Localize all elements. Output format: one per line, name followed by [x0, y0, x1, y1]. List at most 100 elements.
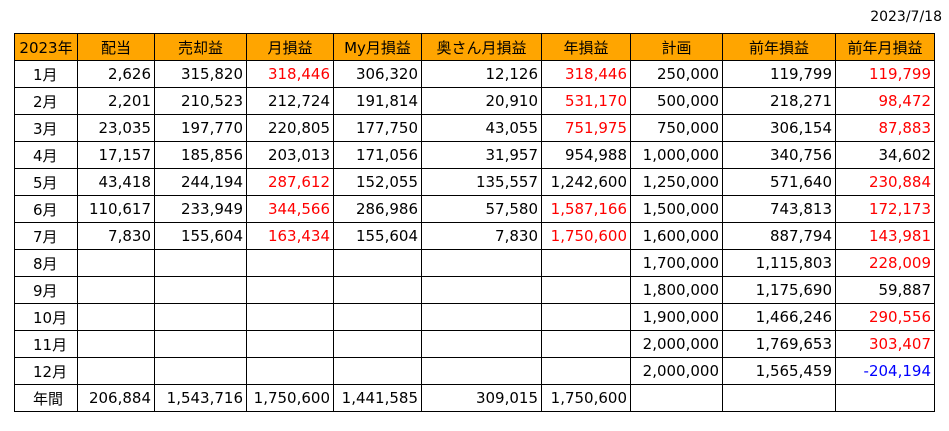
table-cell [77, 249, 155, 277]
table-cell: 218,271 [722, 87, 836, 115]
table-cell [154, 276, 247, 304]
table-cell: 228,009 [835, 249, 935, 277]
header-row: 2023年 配当 売却益 月損益 My月損益 奥さん月損益 年損益 計画 前年損益 前年月損益 [14, 33, 935, 61]
table-cell [541, 249, 631, 277]
total-row: 年間 206,884 1,543,716 1,750,600 1,441,585 309,… [14, 384, 935, 412]
table-cell: 887,794 [722, 222, 836, 250]
table-cell: 197,770 [154, 114, 247, 142]
table-cell: 318,446 [541, 60, 631, 88]
table-cell: 57,580 [421, 195, 542, 223]
column-header: 年損益 [541, 33, 631, 61]
table-cell: 7,830 [421, 222, 542, 250]
table-cell: 1,769,653 [722, 330, 836, 358]
column-header: 前年損益 [722, 33, 836, 61]
table-cell: 286,986 [333, 195, 422, 223]
month-label: 2月 [14, 87, 78, 115]
table-cell: 172,173 [835, 195, 935, 223]
table-cell: 163,434 [246, 222, 334, 250]
table-cell [333, 249, 422, 277]
table-cell [333, 303, 422, 331]
table-cell [77, 303, 155, 331]
table-cell: 171,056 [333, 141, 422, 169]
table-cell [541, 303, 631, 331]
table-cell: 1,800,000 [630, 276, 723, 304]
table-cell: 2,201 [77, 87, 155, 115]
table-cell: 500,000 [630, 87, 723, 115]
table-cell: 1,587,166 [541, 195, 631, 223]
table-cell: 1,115,803 [722, 249, 836, 277]
table-cell: 210,523 [154, 87, 247, 115]
total-cell: 1,750,600 [246, 384, 334, 412]
total-cell [722, 384, 836, 412]
table-cell: 191,814 [333, 87, 422, 115]
month-label: 11月 [14, 330, 78, 358]
table-cell: 1,750,600 [541, 222, 631, 250]
month-label: 12月 [14, 357, 78, 385]
table-cell [77, 276, 155, 304]
table-cell: 306,320 [333, 60, 422, 88]
table-cell [77, 330, 155, 358]
table-cell: 954,988 [541, 141, 631, 169]
table-cell: 203,013 [246, 141, 334, 169]
column-header: My月損益 [333, 33, 422, 61]
table-cell: 185,856 [154, 141, 247, 169]
table-cell [154, 249, 247, 277]
month-label: 6月 [14, 195, 78, 223]
table-row: 3月 23,035 197,770 220,805 177,750 43,055 751,9… [14, 114, 935, 142]
table-cell: 1,500,000 [630, 195, 723, 223]
table-row: 5月 43,418 244,194 287,612 152,055 135,557 1,24… [14, 168, 935, 196]
table-cell: 212,724 [246, 87, 334, 115]
table-cell: 1,242,600 [541, 168, 631, 196]
column-header: 前年月損益 [835, 33, 935, 61]
table-cell: 287,612 [246, 168, 334, 196]
table-row: 11月 2,000,000 1,769,653 303,407 [14, 330, 935, 358]
column-header: 2023年 [14, 33, 78, 61]
table-row: 2月 2,201 210,523 212,724 191,814 20,910 531,17… [14, 87, 935, 115]
table-cell: 110,617 [77, 195, 155, 223]
table-cell [246, 330, 334, 358]
table-cell: 119,799 [835, 60, 935, 88]
report-date: 2023/7/18 [870, 9, 942, 25]
table-cell: 1,175,690 [722, 276, 836, 304]
table-cell [77, 357, 155, 385]
month-label: 8月 [14, 249, 78, 277]
column-header: 売却益 [154, 33, 247, 61]
table-cell [154, 330, 247, 358]
table-row: 9月 1,800,000 1,175,690 59,887 [14, 276, 935, 304]
table-row: 10月 1,900,000 1,466,246 290,556 [14, 303, 935, 331]
total-cell: 1,543,716 [154, 384, 247, 412]
table-cell: 303,407 [835, 330, 935, 358]
table-cell [421, 357, 542, 385]
table-cell: 43,055 [421, 114, 542, 142]
table-cell: 340,756 [722, 141, 836, 169]
table-cell [421, 303, 542, 331]
total-label: 年間 [14, 384, 78, 412]
table-cell [333, 330, 422, 358]
table-cell: 306,154 [722, 114, 836, 142]
month-label: 3月 [14, 114, 78, 142]
month-label: 10月 [14, 303, 78, 331]
total-cell: 309,015 [421, 384, 542, 412]
table-cell: 155,604 [333, 222, 422, 250]
table-cell: 1,900,000 [630, 303, 723, 331]
table-cell: 1,600,000 [630, 222, 723, 250]
table-cell: 1,700,000 [630, 249, 723, 277]
table-cell [246, 276, 334, 304]
table-cell: 750,000 [630, 114, 723, 142]
table-cell: 290,556 [835, 303, 935, 331]
table-cell: 220,805 [246, 114, 334, 142]
total-cell: 1,441,585 [333, 384, 422, 412]
table-cell: 98,472 [835, 87, 935, 115]
table-cell: 31,957 [421, 141, 542, 169]
table-row: 6月 110,617 233,949 344,566 286,986 57,580 1,58… [14, 195, 935, 223]
month-label: 7月 [14, 222, 78, 250]
table-row: 4月 17,157 185,856 203,013 171,056 31,957 954,9… [14, 141, 935, 169]
table-cell [333, 357, 422, 385]
month-label: 5月 [14, 168, 78, 196]
table-cell: 155,604 [154, 222, 247, 250]
total-cell [630, 384, 723, 412]
table-cell: 1,466,246 [722, 303, 836, 331]
total-cell: 206,884 [77, 384, 155, 412]
table-cell: 2,000,000 [630, 330, 723, 358]
table-cell [421, 249, 542, 277]
